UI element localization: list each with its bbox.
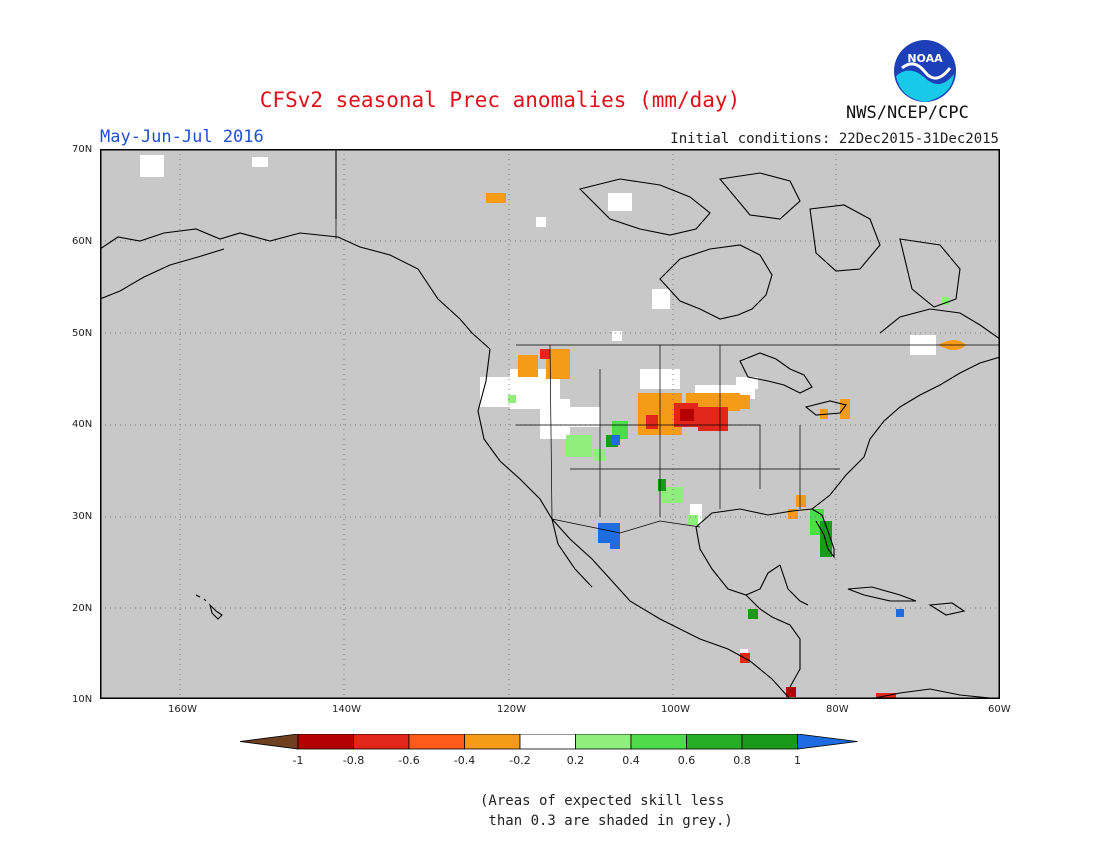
borders [335, 151, 1000, 534]
lon-label-100w: 100W [661, 704, 690, 715]
noaa-logo-icon: NOAA [892, 38, 958, 104]
agency-label: NWS/NCEP/CPC [846, 103, 969, 123]
forecast-period: May-Jun-Jul 2016 [100, 127, 264, 147]
lat-label-10n: 10N [72, 694, 93, 705]
colorbar-tick-label: -0.2 [509, 754, 530, 767]
lon-label-80w: 80W [826, 704, 849, 715]
lon-label-160w: 160W [168, 704, 197, 715]
anomaly-cells [140, 155, 966, 699]
colorbar-cell [464, 734, 521, 750]
colorbar-tick-label: 0.2 [567, 754, 585, 767]
lon-label-120w: 120W [497, 704, 526, 715]
colorbar-tick-labels: -1 -0.8 -0.6 -0.4 -0.2 0.2 0.4 0.6 0.8 1 [293, 754, 801, 767]
lat-label-40n: 40N [72, 419, 93, 430]
colorbar-arrow-low [240, 734, 299, 750]
logo-text: NOAA [907, 52, 943, 65]
colorbar-cell [686, 734, 743, 750]
skill-note-line2: than 0.3 are shaded in grey.) [480, 813, 733, 829]
colorbar-tick-label: 0.6 [678, 754, 696, 767]
colorbar-tick-label: 0.8 [733, 754, 751, 767]
colorbar-cell [630, 734, 687, 750]
colorbar-tick-label: -0.8 [343, 754, 364, 767]
colorbar-tick-label: 0.4 [622, 754, 640, 767]
colorbar-cells [240, 734, 858, 750]
map-title-text: CFSv2 seasonal Prec anomalies (mm/day) [259, 88, 741, 112]
colorbar-arrow-high [797, 734, 858, 750]
colorbar-cell [575, 734, 632, 750]
colorbar-tick-label: -0.4 [454, 754, 475, 767]
skill-note-line1: (Areas of expected skill less [480, 793, 725, 809]
lon-label-60w: 60W [988, 704, 1011, 715]
skill-note: (Areas of expected skill less than 0.3 a… [480, 791, 733, 831]
map-frame [100, 149, 1000, 699]
lat-label-60n: 60N [72, 236, 93, 247]
colorbar-cell [297, 734, 354, 750]
lat-label-20n: 20N [72, 603, 93, 614]
lon-label-140w: 140W [332, 704, 361, 715]
colorbar-cell [519, 734, 576, 750]
lat-label-70n: 70N [72, 144, 93, 155]
colorbar-tick-label: -1 [293, 754, 304, 767]
lat-label-30n: 30N [72, 511, 93, 522]
map-title: CFSv2 seasonal Prec anomalies (mm/day) [0, 88, 1100, 112]
colorbar-tick-label: -0.6 [398, 754, 419, 767]
colorbar-tick-label: 1 [794, 754, 801, 767]
initial-conditions: Initial conditions: 22Dec2015-31Dec2015 [670, 131, 999, 147]
lat-label-50n: 50N [72, 328, 93, 339]
colorbar: -1 -0.8 -0.6 -0.4 -0.2 0.2 0.4 0.6 0.8 1 [240, 734, 858, 767]
precip-anomaly-map [100, 149, 1000, 699]
colorbar-cell [741, 734, 798, 750]
colorbar-cell [408, 734, 465, 750]
colorbar-cell [353, 734, 410, 750]
